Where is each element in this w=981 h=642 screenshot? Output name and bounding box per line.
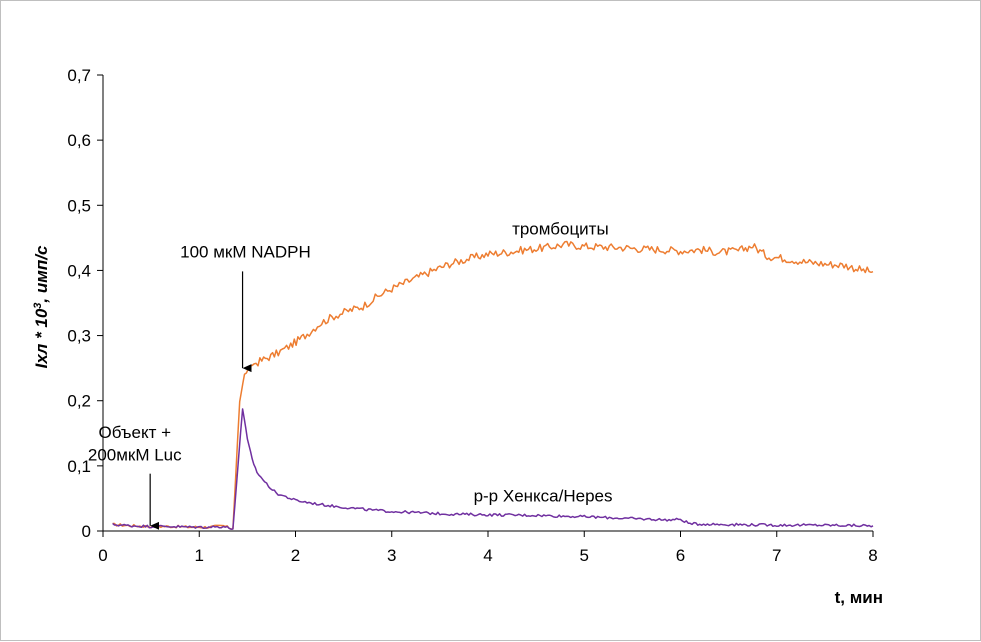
series-layer [112, 240, 874, 530]
x-tick-label: 2 [291, 546, 300, 565]
x-tick-label: 5 [580, 546, 589, 565]
series-line [112, 240, 874, 530]
axes: 0 0,1 0,2 0,3 0,4 0,5 0,6 0,7 0 1 2 3 4 5 6 7 8 [67, 66, 877, 565]
y-tick-label: 0 [82, 522, 91, 541]
y-tick-label: 0,5 [67, 196, 91, 215]
y-tick-label: 0,3 [67, 327, 91, 346]
series-line [112, 408, 874, 530]
y-ticks: 0 0,1 0,2 0,3 0,4 0,5 0,6 0,7 [67, 66, 103, 541]
annotation-object-line2: 200мкМ Luc [88, 446, 182, 465]
y-tick-label: 0,2 [67, 392, 91, 411]
x-tick-label: 1 [195, 546, 204, 565]
x-tick-label: 7 [772, 546, 781, 565]
y-tick-label: 0,7 [67, 66, 91, 85]
annotation-trombocity: тромбоциты [512, 220, 609, 239]
y-axis-title-exp: 3 [32, 303, 44, 309]
annotation-nadph: 100 мкМ NADPH [180, 242, 311, 261]
x-tick-label: 6 [676, 546, 685, 565]
y-axis-title: Iхл * 103, имп/с [32, 245, 51, 368]
x-tick-label: 3 [387, 546, 396, 565]
annotations: тромбоциты 100 мкМ NADPH Объект + 200мкМ… [88, 220, 613, 530]
x-tick-label: 0 [98, 546, 107, 565]
x-ticks: 0 1 2 3 4 5 6 7 8 [98, 531, 878, 565]
y-tick-label: 0,6 [67, 131, 91, 150]
x-tick-label: 8 [868, 546, 877, 565]
annotation-hanks: р-р Хенкса/Hepes [474, 487, 613, 506]
y-tick-label: 0,4 [67, 261, 91, 280]
y-axis-title-rest: , имп/с [32, 245, 51, 304]
x-axis-title: t, мин [835, 588, 883, 607]
y-tick-label: 0,1 [67, 457, 91, 476]
x-tick-label: 4 [483, 546, 492, 565]
y-axis-title-base: Iхл * 10 [32, 308, 51, 368]
annotation-object-line1: Объект + [98, 423, 171, 442]
